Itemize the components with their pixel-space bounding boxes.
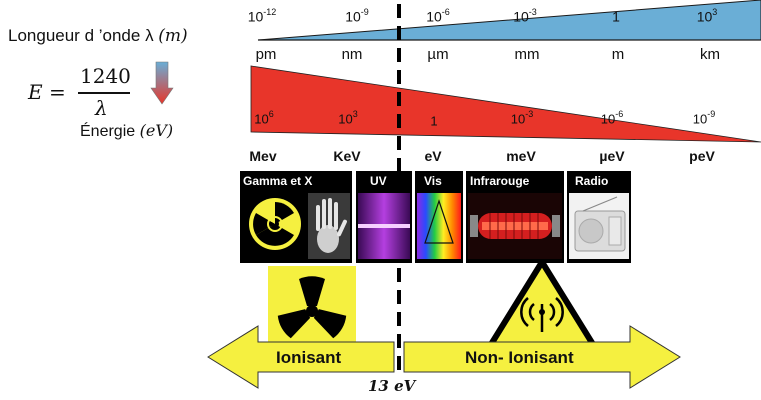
wavelength-unit: km [700,46,720,63]
wavelength-label-unit: (m) [158,26,188,46]
energy-tick: 106 [254,109,274,127]
infrared-heater-icon [468,193,562,259]
category-visible: Vis [415,171,463,263]
wavelength-tick: 1 [612,8,620,25]
category-label: Radio [575,174,609,188]
category-label: Gamma et X [243,174,313,188]
energy-down-arrow-icon [150,61,174,105]
wavelength-tick: 10-6 [426,7,450,25]
category-uv: UV [356,171,412,263]
category-label: Infrarouge [470,174,530,188]
radiation-icon [249,198,301,250]
ionizing-hazard-panel [268,266,356,352]
nonionizing-arrow [403,325,681,389]
category-gamma-x: Gamma et X [240,171,352,263]
wavelength-tick: 10-12 [247,7,277,25]
wavelength-tick: 10-3 [513,7,537,25]
formula-fraction-bar [78,92,130,94]
radiation-trefoil-icon [277,276,347,339]
energy-unit: meV [506,148,536,164]
category-label: Vis [424,174,442,188]
energy-unit: eV [424,148,442,164]
formula-numerator: 1240 [80,64,131,88]
energy-label-text: Énergie [80,123,136,140]
wavelength-unit: nm [341,46,363,63]
category-label: UV [370,174,387,188]
wavelength-unit: m [611,46,625,63]
formula-lhs: E = [28,80,66,104]
nonionizing-label: Non- Ionisant [465,348,574,367]
energy-tick: 10-9 [692,109,716,127]
energy-unit: Mev [249,148,277,164]
category-infrared: Infrarouge [466,171,564,263]
xray-hand-icon [308,193,350,259]
uv-glow-icon [358,193,410,259]
energy-unit: µeV [599,148,625,164]
wavelength-tick: 10-9 [345,7,369,25]
wavelength-unit: µm [427,46,449,63]
wavelength-tick: 103 [696,7,718,25]
ionizing-label: Ionisant [276,348,342,367]
threshold-label: 13 eV [368,377,416,395]
prism-spectrum-icon [417,193,461,259]
energy-label-unit: (eV) [139,121,174,140]
radio-set-icon [569,193,629,259]
ionizing-arrow [207,325,395,389]
wavelength-label-text: Longueur d ’onde λ [8,26,154,45]
wavelength-unit: pm [255,46,277,63]
energy-tick: 10-3 [510,109,534,127]
energy-tick: 10-6 [600,109,624,127]
energy-unit: peV [689,148,715,164]
formula-denominator: λ [95,96,108,120]
energy-tick: 103 [338,109,358,127]
energy-unit: KeV [333,148,361,164]
energy-formula: E = 1240 λ [28,62,148,124]
category-radio: Radio [567,171,631,263]
energy-tick: 1 [430,113,438,129]
energy-label: Énergie (eV) [80,121,173,141]
wavelength-unit: mm [514,46,540,63]
wavelength-label: Longueur d ’onde λ (m) [8,26,188,46]
